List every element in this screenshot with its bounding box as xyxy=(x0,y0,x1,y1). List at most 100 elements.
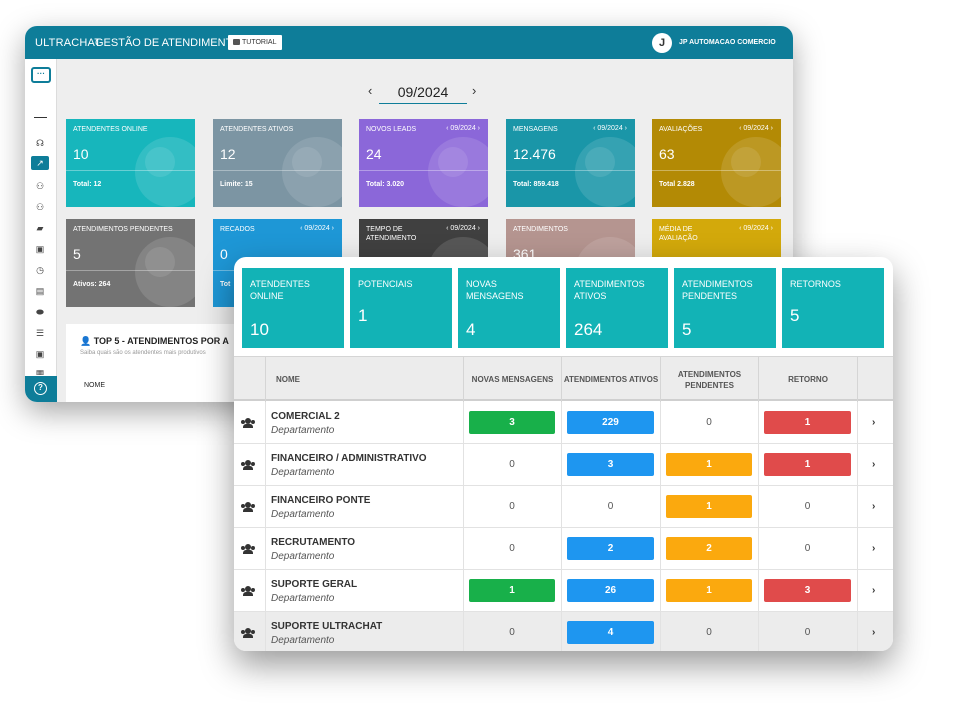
prev-month-button[interactable]: ‹ xyxy=(368,83,373,98)
group-icon xyxy=(241,502,255,512)
kpi-label: MÉDIA DE AVALIAÇÃO xyxy=(659,226,698,242)
kpi-label: AVALIAÇÕES xyxy=(659,126,703,133)
top5-subtitle: Saiba quais são os atendentes mais produ… xyxy=(80,350,206,356)
count-badge-retorno[interactable]: 1 xyxy=(764,453,851,476)
kpi-value: 0 xyxy=(220,246,228,262)
kpi-mensagens[interactable]: MENSAGENS ‹ 09/2024 › 12.476 Total: 859.… xyxy=(506,119,635,207)
tag-icon[interactable]: ⬬ xyxy=(36,307,44,317)
contact-icon[interactable]: ▤ xyxy=(35,286,45,296)
kpi-month-selector[interactable]: ‹ 09/2024 › xyxy=(739,225,773,232)
kpi-atendentes-ativos[interactable]: ATENDENTES ATIVOS 12 Limite: 15 xyxy=(213,119,342,207)
month-value[interactable]: 09/2024 xyxy=(379,84,467,104)
tutorial-button[interactable]: TUTORIAL xyxy=(228,35,282,50)
department-subtitle: Departamento xyxy=(271,551,335,562)
next-month-button[interactable]: › xyxy=(472,83,477,98)
kpi-atendimentos-pendentes[interactable]: ATENDIMENTOS PENDENTES 5 Ativos: 264 xyxy=(66,219,195,307)
column-header-nome[interactable]: NOME xyxy=(265,357,463,402)
department-summary-card: ATENDENTES ONLINE 10 POTENCIAIS 1 NOVAS … xyxy=(234,257,893,651)
kpi-value: 10 xyxy=(73,146,89,162)
count-badge-ativos[interactable]: 3 xyxy=(567,453,654,476)
chevron-right-icon[interactable]: › xyxy=(872,417,876,428)
chevron-right-icon[interactable]: › xyxy=(872,459,876,470)
chevron-right-icon[interactable]: › xyxy=(872,501,876,512)
chevron-right-icon[interactable]: › xyxy=(872,543,876,554)
count-badge-ativos[interactable]: 2 xyxy=(567,537,654,560)
top5-column-header: NOME xyxy=(84,382,105,389)
kpi-label: ATENDENTES ONLINE xyxy=(73,126,148,133)
page-title: GESTÃO DE ATENDIMENTOS xyxy=(95,37,249,49)
group-icon xyxy=(241,544,255,554)
kpi-novos-leads[interactable]: NOVOS LEADS ‹ 09/2024 › 24 Total: 3.020 xyxy=(359,119,488,207)
count-zero-retorno: 0 xyxy=(804,627,811,638)
count-badge-ativos[interactable]: 4 xyxy=(567,621,654,644)
table-row[interactable]: RECRUTAMENTO Departamento 0 2 2 0 › xyxy=(234,528,893,570)
summary-atendentes-online[interactable]: ATENDENTES ONLINE 10 xyxy=(242,268,344,348)
table-row[interactable]: SUPORTE GERAL Departamento 1 26 1 3 › xyxy=(234,570,893,612)
kpi-month-selector[interactable]: ‹ 09/2024 › xyxy=(446,125,480,132)
kpi-avaliacoes[interactable]: AVALIAÇÕES ‹ 09/2024 › 63 Total 2.828 xyxy=(652,119,781,207)
kpi-month-selector[interactable]: ‹ 09/2024 › xyxy=(300,225,334,232)
chart-icon[interactable]: ↗ xyxy=(31,156,49,170)
kpi-footer: Ativos: 264 xyxy=(73,281,111,288)
kpi-atendentes-online[interactable]: ATENDENTES ONLINE 10 Total: 12 xyxy=(66,119,195,207)
kpi-value: 63 xyxy=(659,146,675,162)
star-icon xyxy=(721,137,781,207)
kpi-footer: Total 2.828 xyxy=(659,181,695,188)
kpi-footer: Total: 3.020 xyxy=(366,181,404,188)
summary-atendimentos-ativos[interactable]: ATENDIMENTOS ATIVOS 264 xyxy=(566,268,668,348)
count-badge-ativos[interactable]: 26 xyxy=(567,579,654,602)
kpi-footer: Total: 12 xyxy=(73,181,102,188)
table-row[interactable]: FINANCEIRO / ADMINISTRATIVO Departamento 0… xyxy=(234,444,893,486)
list-icon[interactable]: ☰ xyxy=(35,328,45,338)
column-header-novas-mensagens[interactable]: NOVAS MENSAGENS xyxy=(463,357,561,402)
summary-value: 4 xyxy=(466,320,476,339)
table-row[interactable]: FINANCEIRO PONTE Departamento 0 0 1 0 › xyxy=(234,486,893,528)
summary-potenciais[interactable]: POTENCIAIS 1 xyxy=(350,268,452,348)
count-zero-pendentes: 0 xyxy=(706,417,712,428)
headset-icon[interactable]: ☊ xyxy=(36,138,44,148)
help-button[interactable]: ? xyxy=(25,376,57,402)
table-row[interactable]: COMERCIAL 2 Departamento 3 229 0 1 › xyxy=(234,402,893,444)
summary-novas-mensagens[interactable]: NOVAS MENSAGENS 4 xyxy=(458,268,560,348)
column-header-atendimentos-ativos[interactable]: ATENDIMENTOS ATIVOS xyxy=(561,357,660,402)
menu-icon[interactable] xyxy=(34,117,47,118)
grid-icon[interactable]: ▦ xyxy=(35,368,45,375)
id-card-icon[interactable]: ▣ xyxy=(35,244,45,254)
count-badge-pendentes[interactable]: 1 xyxy=(666,453,752,476)
users-icon[interactable]: ⚇ xyxy=(35,202,45,212)
kpi-month-selector[interactable]: ‹ 09/2024 › xyxy=(593,125,627,132)
count-badge-retorno[interactable]: 3 xyxy=(764,579,851,602)
chevron-right-icon[interactable]: › xyxy=(872,585,876,596)
column-header-atendimentos-pendentes[interactable]: ATENDIMENTOS PENDENTES xyxy=(660,357,758,402)
department-name: SUPORTE GERAL xyxy=(271,579,358,590)
department-name: COMERCIAL 2 xyxy=(271,411,340,422)
alarm-icon[interactable]: ◷ xyxy=(36,265,44,275)
count-badge-novas[interactable]: 1 xyxy=(469,579,555,602)
user-card-icon[interactable]: ▣ xyxy=(35,349,45,359)
group-icon xyxy=(241,586,255,596)
avatar[interactable]: J xyxy=(652,33,672,53)
kpi-value: 12.476 xyxy=(513,146,556,162)
count-badge-ativos[interactable]: 229 xyxy=(567,411,654,434)
group-icon xyxy=(241,628,255,638)
column-header-retorno[interactable]: RETORNO xyxy=(758,357,857,402)
users-icon[interactable]: ⚇ xyxy=(35,181,45,191)
folder-icon[interactable]: ▰ xyxy=(36,223,44,233)
kpi-month-selector[interactable]: ‹ 09/2024 › xyxy=(446,225,480,232)
month-selector: ‹ 09/2024 › xyxy=(365,82,485,104)
summary-atendimentos-pendentes[interactable]: ATENDIMENTOS PENDENTES 5 xyxy=(674,268,776,348)
kpi-month-selector[interactable]: ‹ 09/2024 › xyxy=(739,125,773,132)
table-row[interactable]: SUPORTE ULTRACHAT Departamento 0 4 0 0 › xyxy=(234,612,893,651)
kpi-footer: Tot xyxy=(220,281,231,288)
count-badge-novas[interactable]: 3 xyxy=(469,411,555,434)
help-icon: ? xyxy=(34,382,47,395)
count-badge-pendentes[interactable]: 2 xyxy=(666,537,752,560)
summary-value: 5 xyxy=(682,320,692,339)
count-badge-retorno[interactable]: 1 xyxy=(764,411,851,434)
count-badge-pendentes[interactable]: 1 xyxy=(666,579,752,602)
count-badge-pendentes[interactable]: 1 xyxy=(666,495,752,518)
summary-retornos[interactable]: RETORNOS 5 xyxy=(782,268,884,348)
chevron-right-icon[interactable]: › xyxy=(872,627,876,638)
group-icon xyxy=(241,418,255,428)
department-name: SUPORTE ULTRACHAT xyxy=(271,621,383,632)
